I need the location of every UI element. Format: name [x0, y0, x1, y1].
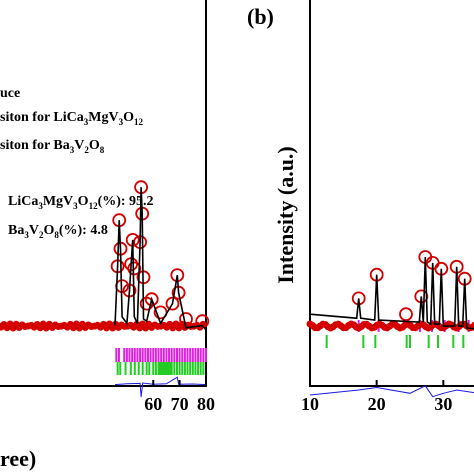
panel-b-series — [306, 250, 474, 398]
legend-entry-licamgvo-text: siton for LiCa — [0, 110, 84, 125]
fraction-bavo: Ba3V2O8(%): 4.8 — [8, 223, 108, 240]
panel-a-phase-fractions: LiCa3MgV3O12(%): 95.2 Ba3V2O8(%): 4.8 — [8, 194, 154, 240]
panel-a-x-tick-label-80: 80 — [197, 394, 215, 414]
legend-entry-observed: uce — [0, 86, 20, 101]
panel-a-observed-point-13 — [144, 292, 159, 307]
panel-a-x-tick-label-60: 60 — [144, 394, 162, 414]
panel-a-x-axis-label: ree) — [0, 446, 36, 471]
panel-b-y-axis-label: Intensity (a.u.) — [273, 146, 298, 284]
panel-b-difference-line — [309, 385, 474, 398]
panel-a-observed-point-19 — [195, 314, 210, 329]
panel-a-frame — [0, 0, 207, 387]
panel-b-observed-point-2 — [399, 307, 413, 322]
panel-a-calculated-line — [114, 187, 207, 331]
panel-a-x-tick-label-70: 70 — [171, 394, 189, 414]
panel-b: (b) Intensity (a.u.) 10 20 30 — [247, 0, 474, 414]
panel-a-tick-rows — [115, 348, 207, 375]
panel-a-x-axis: 60 70 80 — [144, 380, 215, 414]
legend-entry-bavo-ticks: siton for Ba3V2O8 — [0, 138, 105, 155]
panel-a-legend: uce siton for LiCa3MgV3O12 siton for Ba3… — [0, 86, 143, 155]
panel-b-x-tick-label-30: 30 — [434, 394, 452, 414]
panel-b-x-tick-label-20: 20 — [368, 394, 386, 414]
panel-b-label: (b) — [247, 4, 274, 29]
panel-b-x-axis: 10 20 30 — [301, 380, 452, 414]
panel-a: uce siton for LiCa3MgV3O12 siton for Ba3… — [0, 0, 215, 471]
panel-b-frame — [309, 0, 474, 387]
panel-a-series — [0, 180, 210, 397]
panel-a-observed-point-7 — [127, 261, 142, 276]
panel-a-observed-point-15 — [165, 296, 180, 311]
panel-b-observed-background-point — [471, 321, 474, 329]
panel-b-calculated-line — [309, 256, 474, 330]
legend-entry-licamgvo-ticks: siton for LiCa3MgV3O12 — [0, 110, 143, 127]
panel-b-x-tick-label-10: 10 — [301, 394, 319, 414]
fraction-licamgvo: LiCa3MgV3O12(%): 95.2 — [8, 194, 154, 211]
